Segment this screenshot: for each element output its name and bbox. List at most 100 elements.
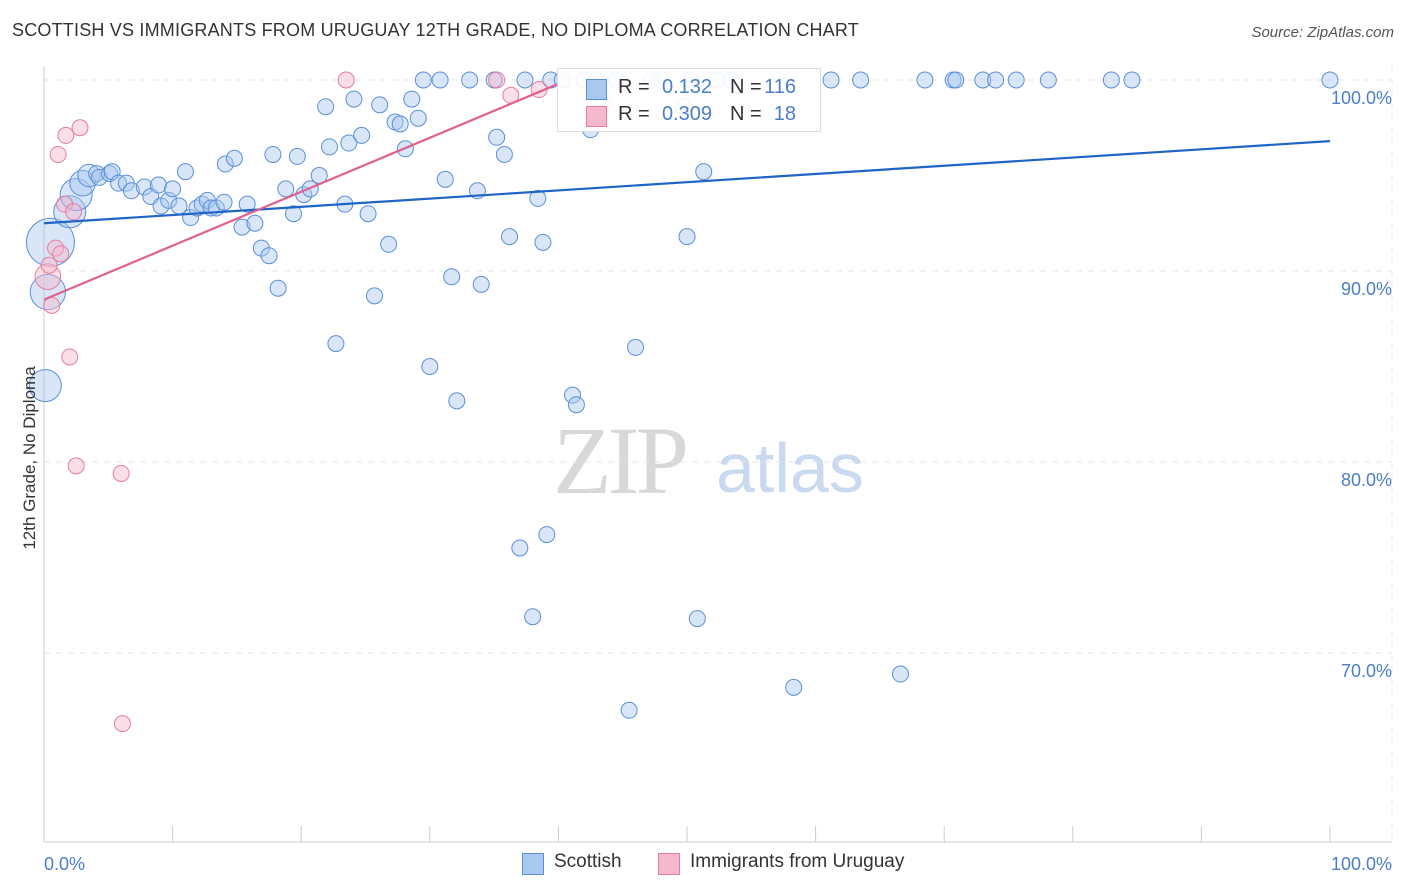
- uruguay-point: [113, 715, 131, 733]
- scottish-point: [436, 170, 454, 188]
- scottish-point: [1007, 71, 1025, 89]
- uruguay-point: [71, 119, 89, 137]
- scottish-point: [567, 396, 585, 414]
- scottish-point: [785, 678, 803, 696]
- tick-labels: 100.0% 90.0% 80.0% 70.0% 0.0% 100.0%: [44, 88, 1392, 874]
- x-tick-label: 0.0%: [44, 854, 85, 874]
- scottish-point: [160, 191, 178, 209]
- scottish-point: [345, 90, 363, 108]
- scottish-point: [340, 134, 358, 152]
- scottish-point: [822, 71, 840, 89]
- chart-source: Source: ZipAtlas.com: [1251, 24, 1394, 41]
- uruguay-point: [40, 256, 58, 274]
- scottish-point: [269, 279, 287, 297]
- scottish-point: [947, 71, 965, 89]
- axes: [43, 66, 1392, 843]
- scottish-point: [215, 193, 233, 211]
- y-tick-label: 80.0%: [1341, 470, 1392, 490]
- scottish-point: [501, 228, 519, 246]
- legend-r-value: 0.309: [661, 103, 712, 125]
- scottish-point: [277, 180, 295, 198]
- scottish-point: [176, 163, 194, 181]
- legend-n-value: 116: [764, 76, 796, 98]
- scottish-point: [421, 358, 439, 375]
- legend-r-value: 0.132: [661, 76, 712, 98]
- scottish-point: [488, 128, 506, 146]
- uruguay-point: [57, 126, 75, 144]
- scottish-point: [495, 145, 513, 163]
- scottish-point: [264, 145, 282, 163]
- uruguay-swatch: [658, 853, 680, 875]
- scottish-point: [461, 71, 479, 89]
- legend-swatch-blue: [586, 79, 607, 100]
- scottish-point: [233, 218, 251, 236]
- y-tick-label: 90.0%: [1341, 279, 1392, 299]
- uruguay-point: [61, 348, 79, 366]
- scottish-point: [852, 71, 870, 89]
- legend-row-scottish: R = 0.132 N = 116: [558, 74, 820, 102]
- uruguay-point: [337, 71, 355, 89]
- scottish-point: [1039, 71, 1057, 89]
- uruguay-legend-label: Immigrants from Uruguay: [690, 851, 905, 872]
- scottish-point: [431, 71, 449, 89]
- scottish-point: [29, 273, 66, 311]
- watermark-atlas: atlas: [716, 429, 864, 507]
- scottish-point: [246, 214, 264, 232]
- uruguay-point: [52, 245, 70, 263]
- scottish-point: [472, 275, 490, 293]
- scottish-point: [28, 369, 62, 403]
- scottish-point: [135, 178, 153, 196]
- y-tick-label: 70.0%: [1341, 661, 1392, 681]
- scottish-point: [974, 71, 992, 89]
- scottish-point: [538, 526, 556, 544]
- scottish-point: [443, 268, 461, 286]
- scottish-point: [353, 126, 371, 144]
- uruguay-point: [67, 457, 85, 475]
- scottish-legend-label: Scottish: [554, 851, 622, 872]
- scottish-point: [511, 539, 529, 557]
- scottish-point: [987, 71, 1005, 89]
- scottish-point: [564, 386, 582, 404]
- chart-title: SCOTTISH VS IMMIGRANTS FROM URUGUAY 12TH…: [12, 20, 859, 40]
- scottish-point: [260, 247, 278, 265]
- scottish-point: [1321, 71, 1339, 89]
- legend-r-label: R =: [618, 103, 650, 125]
- legend-n-value: 18: [773, 103, 796, 125]
- scottish-point: [516, 71, 534, 89]
- scottish-point: [391, 115, 409, 133]
- trend-lines: [43, 82, 1331, 301]
- scottish-point: [627, 338, 645, 356]
- legend-row-uruguay: R = 0.309 N = 18: [558, 101, 820, 129]
- uruguay-point: [49, 145, 67, 163]
- scottish-point: [688, 610, 706, 628]
- scottish-point: [403, 90, 421, 108]
- scottish-point: [164, 180, 182, 198]
- scottish-point: [678, 228, 696, 246]
- scottish-swatch: [522, 853, 544, 875]
- scottish-point: [122, 182, 140, 200]
- gridlines: [44, 66, 1393, 842]
- scottish-point: [101, 165, 119, 183]
- scottish-point: [216, 155, 234, 173]
- scottish-point: [891, 665, 909, 683]
- scottish-point: [524, 608, 542, 626]
- scottish-point: [620, 701, 638, 719]
- scottish-point: [225, 149, 243, 167]
- scottish-point: [448, 392, 466, 410]
- scottish-point: [529, 189, 547, 207]
- legend-n-label: N =: [730, 76, 762, 98]
- scottish-point: [371, 96, 389, 114]
- uruguay-point: [65, 203, 83, 221]
- series-legend: Scottish Immigrants from Uruguay: [0, 851, 1406, 879]
- scottish-point: [534, 233, 552, 251]
- uruguay-point: [34, 263, 62, 291]
- scottish-point: [284, 205, 302, 223]
- uruguay-point: [488, 71, 506, 89]
- scottish-point: [409, 109, 427, 127]
- scottish-point: [320, 138, 338, 156]
- scottish-point: [916, 71, 934, 89]
- y-tick-label: 100.0%: [1331, 88, 1392, 108]
- correlation-legend: R = 0.132 N = 116 R = 0.309 N = 18: [557, 68, 821, 132]
- y-axis-label: 12th Grade, No Diploma: [20, 366, 39, 550]
